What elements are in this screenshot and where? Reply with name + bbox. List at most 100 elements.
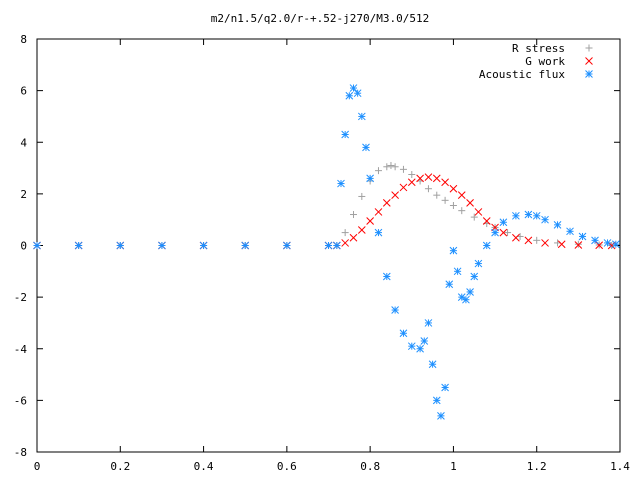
data-point bbox=[424, 173, 433, 181]
data-point bbox=[578, 232, 587, 241]
data-point bbox=[449, 246, 458, 255]
data-point bbox=[466, 199, 474, 207]
data-point bbox=[504, 229, 512, 237]
data-point bbox=[499, 218, 508, 227]
data-point bbox=[474, 208, 483, 216]
legend-marker bbox=[585, 57, 593, 65]
data-point bbox=[574, 240, 582, 248]
legend-label: Acoustic flux bbox=[479, 68, 565, 81]
data-point bbox=[337, 179, 345, 188]
x-tick-label: 1 bbox=[450, 460, 457, 473]
y-tick-label: 4 bbox=[20, 136, 27, 149]
y-tick-label: -2 bbox=[14, 291, 27, 304]
data-point bbox=[432, 174, 441, 183]
data-point bbox=[557, 240, 566, 249]
data-point bbox=[382, 272, 391, 281]
data-point bbox=[420, 337, 429, 345]
data-point bbox=[362, 143, 370, 152]
data-point bbox=[611, 240, 620, 249]
data-point bbox=[453, 267, 462, 276]
data-point bbox=[33, 241, 41, 250]
data-point bbox=[491, 228, 499, 237]
data-point bbox=[462, 295, 470, 304]
y-tick-label: 6 bbox=[20, 85, 27, 98]
legend-label: R stress bbox=[512, 42, 565, 55]
x-tick-label: 1.4 bbox=[610, 460, 630, 473]
data-point bbox=[449, 201, 457, 209]
data-point bbox=[574, 241, 583, 249]
data-point bbox=[428, 360, 437, 369]
data-point bbox=[474, 259, 483, 268]
data-point bbox=[116, 241, 125, 250]
y-tick-label: -8 bbox=[14, 446, 27, 459]
y-tick-label: 0 bbox=[20, 240, 27, 253]
data-point bbox=[470, 213, 478, 221]
data-point bbox=[399, 183, 408, 192]
data-point bbox=[349, 84, 358, 92]
data-point bbox=[603, 239, 612, 247]
data-point bbox=[433, 191, 441, 199]
data-point bbox=[437, 412, 445, 420]
data-point bbox=[533, 236, 541, 244]
data-point bbox=[283, 241, 291, 250]
legend-marker bbox=[585, 44, 593, 52]
data-point bbox=[324, 241, 333, 250]
data-point bbox=[449, 184, 458, 193]
data-point bbox=[391, 163, 399, 171]
data-point bbox=[512, 233, 520, 242]
axis-ticks: 0 0.2 0.4 0.6 0.8 1 1.2 1.4 -8 -6 -4 -2 0 2 4 6 8 bbox=[14, 33, 631, 473]
data-point bbox=[383, 163, 391, 171]
data-point bbox=[466, 288, 474, 296]
data-point bbox=[424, 185, 432, 193]
data-point bbox=[458, 207, 466, 215]
data-point bbox=[470, 272, 479, 281]
data-point bbox=[349, 233, 358, 242]
data-point bbox=[416, 174, 424, 183]
data-point bbox=[158, 241, 166, 250]
data-point bbox=[524, 236, 533, 245]
data-point bbox=[399, 329, 408, 338]
data-point bbox=[357, 226, 366, 234]
data-point bbox=[482, 217, 491, 225]
data-point bbox=[482, 241, 491, 250]
data-point bbox=[374, 208, 383, 216]
x-tick-label: 0.4 bbox=[194, 460, 214, 473]
data-point bbox=[566, 227, 574, 236]
x-tick-label: 0.6 bbox=[277, 460, 297, 473]
data-point bbox=[345, 91, 354, 100]
data-point bbox=[532, 211, 541, 220]
series-layer bbox=[33, 84, 620, 420]
data-point bbox=[499, 228, 508, 237]
x-tick-label: 0.2 bbox=[110, 460, 130, 473]
data-point bbox=[416, 344, 424, 353]
data-point bbox=[349, 211, 357, 219]
data-point bbox=[374, 228, 383, 237]
data-point bbox=[357, 112, 366, 121]
data-point bbox=[541, 239, 549, 247]
series-0 bbox=[33, 161, 616, 249]
data-point bbox=[407, 178, 416, 187]
data-point bbox=[524, 210, 533, 219]
data-point bbox=[407, 342, 416, 351]
data-point bbox=[424, 319, 433, 327]
data-point bbox=[358, 192, 366, 200]
y-tick-label: -4 bbox=[14, 343, 28, 356]
data-point bbox=[341, 130, 350, 139]
data-point bbox=[441, 196, 449, 204]
data-point bbox=[391, 191, 399, 200]
y-tick-label: 2 bbox=[20, 188, 27, 201]
data-point bbox=[432, 396, 441, 405]
data-point bbox=[553, 220, 562, 229]
data-point bbox=[332, 241, 341, 250]
data-point bbox=[441, 178, 449, 187]
data-point bbox=[74, 241, 83, 250]
data-point bbox=[457, 191, 466, 200]
y-tick-label: 8 bbox=[20, 33, 27, 46]
data-point bbox=[441, 383, 449, 392]
data-point bbox=[387, 161, 395, 169]
chart-title: m2/n1.5/q2.0/r-+.52-j270/M3.0/512 bbox=[211, 12, 430, 25]
data-point bbox=[366, 217, 374, 225]
data-point bbox=[391, 306, 399, 314]
